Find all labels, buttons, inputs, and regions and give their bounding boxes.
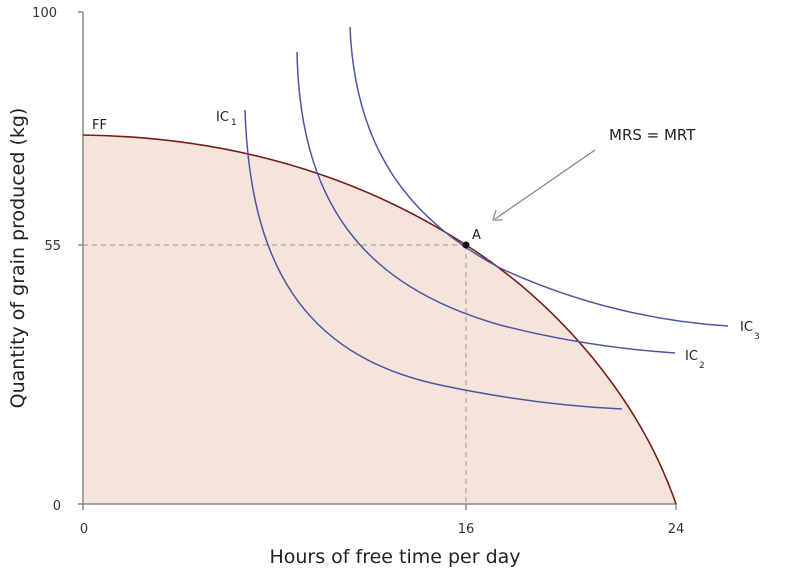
ic2-curve [296,51,676,354]
ic2-subscript: 2 [699,361,705,371]
x-tick-label-16: 16 [458,522,475,537]
annotation-arrow [494,149,596,220]
x-tick-label-0: 0 [80,522,88,537]
ic3-curve [349,26,729,327]
feasible-set-area [83,135,676,504]
point-a-marker [462,241,470,249]
y-tick-label-100: 100 [32,6,57,21]
y-axis-title: Quantity of grain produced (kg) [7,108,29,409]
ic3-label: IC [740,320,753,335]
x-axis-title: Hours of free time per day [269,546,520,568]
y-tick-label-0: 0 [53,499,61,514]
ic1-label: IC [216,110,229,125]
x-tick-label-24: 24 [668,522,685,537]
point-a-label: A [472,228,481,243]
y-tick-label-55: 55 [44,239,61,254]
ic1-subscript: 1 [231,118,237,128]
ic3-subscript: 3 [754,332,760,342]
mrs-mrt-annotation: MRS = MRT [609,126,696,144]
ic2-label: IC [685,349,698,364]
ff-label: FF [92,118,107,133]
ic1-curve [244,109,623,410]
arrow-head-icon [492,209,503,221]
